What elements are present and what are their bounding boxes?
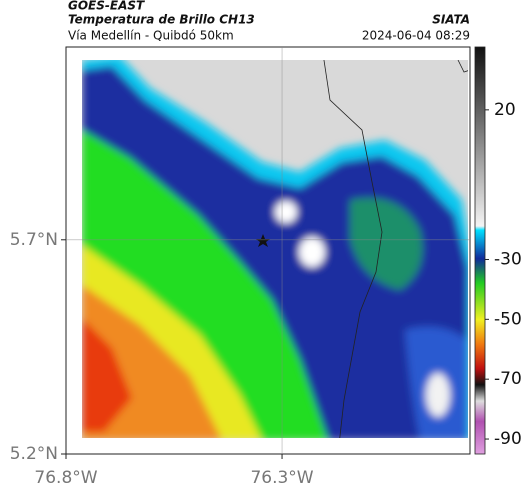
imagery [82, 60, 468, 438]
product: Temperatura de Brillo CH13 [68, 13, 255, 27]
agency: SIATA [432, 13, 470, 27]
y-tick-label: 5.2°N [10, 444, 58, 464]
y-tick-label: 5.7°N [10, 230, 58, 250]
timestamp: 2024-06-04 08:29 [362, 29, 470, 43]
colorbar-tick-label: -50 [494, 309, 522, 329]
colorbar-tick-label: -90 [494, 429, 522, 449]
colorbar-tick-label: -70 [494, 369, 522, 389]
axes: 76.8°W 76.3°W 5.7°N 5.2°N 20 -30 -50 -70 -90 [10, 47, 522, 488]
x-tick-label: 76.8°W [34, 468, 97, 488]
colorbar-tick-label: -30 [494, 249, 522, 269]
map-frame [65, 46, 471, 455]
source: GOES-EAST [68, 0, 145, 13]
route: Vía Medellín - Quibdó 50km [68, 29, 234, 43]
colorbar-tick-label: 20 [494, 100, 516, 120]
location-star [256, 234, 270, 247]
colorbar [474, 46, 486, 455]
x-tick-label: 76.3°W [250, 468, 313, 488]
